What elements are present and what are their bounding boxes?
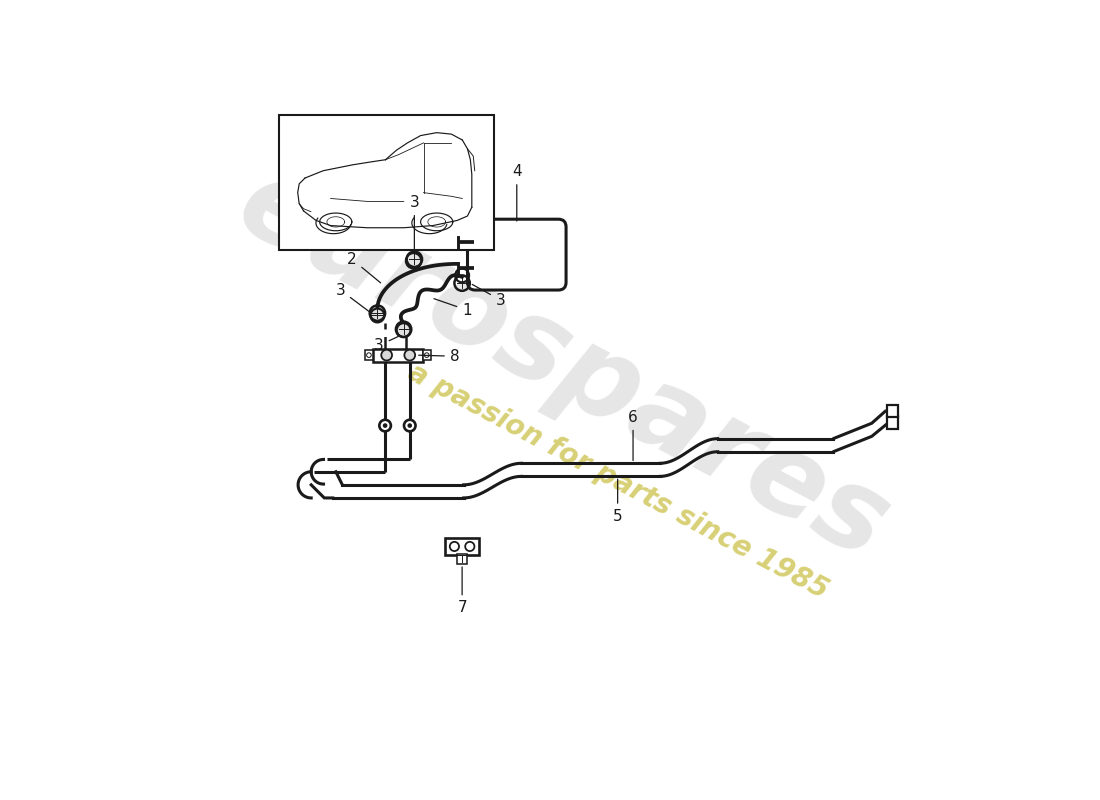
Bar [446,538,478,555]
Bar [456,554,468,564]
FancyBboxPatch shape [468,219,566,290]
Text: 2: 2 [348,252,381,283]
Circle shape [382,350,392,361]
Text: 4: 4 [512,164,521,221]
Text: 5: 5 [613,479,623,524]
Circle shape [383,423,387,428]
Text: 7: 7 [458,567,466,615]
Text: 3: 3 [374,336,399,353]
Text: 6: 6 [628,410,638,461]
Circle shape [404,420,416,431]
Text: eurospares: eurospares [220,147,908,583]
Bar [888,405,898,417]
Circle shape [405,350,415,361]
Text: 3: 3 [409,195,419,249]
Text: 8: 8 [419,349,460,364]
Circle shape [397,323,410,337]
Text: 3: 3 [472,285,506,307]
Circle shape [407,423,412,428]
Circle shape [379,420,390,431]
Circle shape [371,309,384,322]
Bar [888,416,898,429]
Bar [422,350,430,360]
Bar [365,350,373,360]
Bar [279,115,495,250]
Text: 3: 3 [336,282,368,311]
Text: a passion for parts since 1985: a passion for parts since 1985 [403,358,833,604]
Text: 1: 1 [433,298,472,318]
Bar [373,349,422,362]
